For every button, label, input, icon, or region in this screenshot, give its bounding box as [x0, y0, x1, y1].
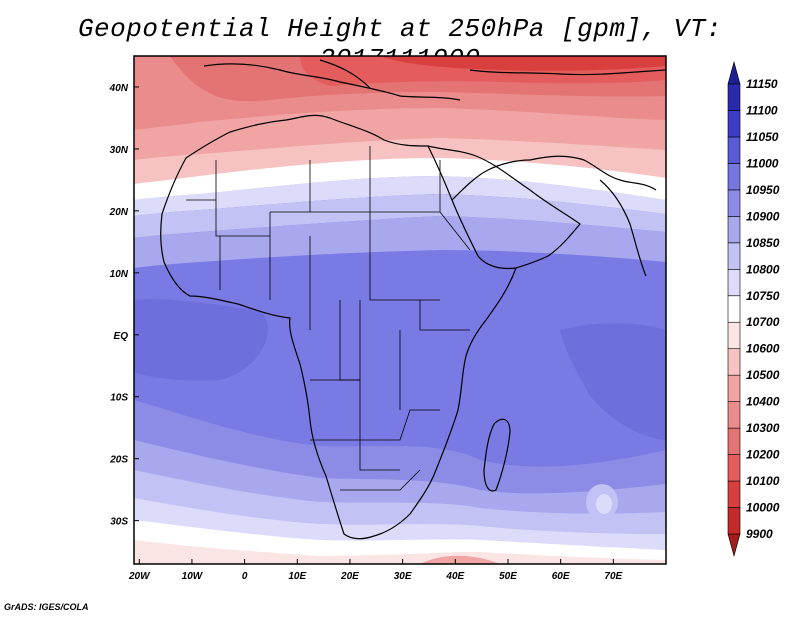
country-borders [186, 146, 471, 491]
grads-credit: GrADS: IGES/COLA [4, 602, 89, 612]
lat-label: 20S [109, 455, 128, 466]
colorbar-box [727, 321, 741, 350]
lat-label: 40N [109, 83, 129, 94]
colorbar-label: 10300 [746, 421, 780, 435]
colorbar-label: 11100 [746, 103, 778, 117]
colorbar-box [727, 401, 741, 429]
coastlines [160, 59, 666, 540]
latitude-axis: 40N 30N 20N 10N EQ 10S 20S 30S [109, 83, 139, 528]
colorbar-label: 10100 [746, 474, 780, 488]
lon-label: 70E [604, 571, 622, 582]
lon-label: 30E [394, 571, 412, 582]
colorbar-top-triangle [727, 60, 741, 85]
colorbar-box [727, 216, 741, 244]
lon-label: 40E [445, 571, 464, 582]
lat-label: 30N [110, 145, 129, 156]
colorbar-label: 10800 [746, 262, 780, 276]
map-frame [133, 55, 667, 565]
lon-label: 20E [340, 571, 359, 582]
colorbar-box [727, 507, 741, 535]
lat-label: 10S [110, 393, 128, 404]
lon-label: 10E [288, 571, 306, 582]
height-contour-fill [134, 56, 666, 564]
colorbar-box [727, 454, 741, 482]
longitude-axis: 20W 10W 0 10E 20E 30E 40E 50E 60E 70E [128, 559, 623, 582]
colorbar-label: 10400 [746, 395, 780, 409]
colorbar-label: 10950 [746, 183, 780, 197]
colorbar-label: 10200 [746, 448, 780, 462]
colorbar-label: 10750 [746, 289, 780, 303]
colorbar-box [727, 480, 741, 508]
lat-label: 20N [109, 207, 129, 218]
colorbar-box [727, 163, 741, 191]
colorbar-box [727, 348, 741, 376]
colorbar-box [727, 295, 741, 323]
colorbar-box [727, 110, 741, 138]
lat-label: 10N [110, 269, 129, 280]
colorbar: 9900 10000 10100 10200 10300 10400 10500 10600 1… [727, 60, 780, 558]
colorbar-label: 10000 [746, 501, 780, 515]
colorbar-label: 10850 [746, 236, 780, 250]
colorbar-label: 11000 [746, 156, 779, 170]
colorbar-label: 10700 [746, 315, 780, 329]
colorbar-box [727, 427, 741, 455]
colorbar-box [727, 83, 741, 111]
lon-label: 50E [499, 571, 517, 582]
colorbar-box [727, 136, 741, 164]
lat-label: 30S [110, 517, 128, 528]
colorbar-label: 9900 [746, 527, 773, 541]
colorbar-box [727, 242, 741, 270]
colorbar-box [727, 189, 741, 217]
colorbar-box [727, 374, 741, 402]
lon-label: 60E [552, 571, 570, 582]
lat-label: EQ [114, 331, 129, 342]
colorbar-label: 11050 [746, 130, 779, 144]
lon-label: 10W [182, 571, 204, 582]
colorbar-label: 10600 [746, 342, 780, 356]
colorbar-label: 10900 [746, 209, 780, 223]
lon-label: 0 [242, 571, 248, 582]
lon-label: 20W [128, 571, 151, 582]
colorbar-bottom-triangle [727, 533, 741, 558]
colorbar-label: 10500 [746, 368, 780, 382]
colorbar-box [727, 268, 741, 297]
colorbar-label: 11150 [746, 77, 778, 91]
